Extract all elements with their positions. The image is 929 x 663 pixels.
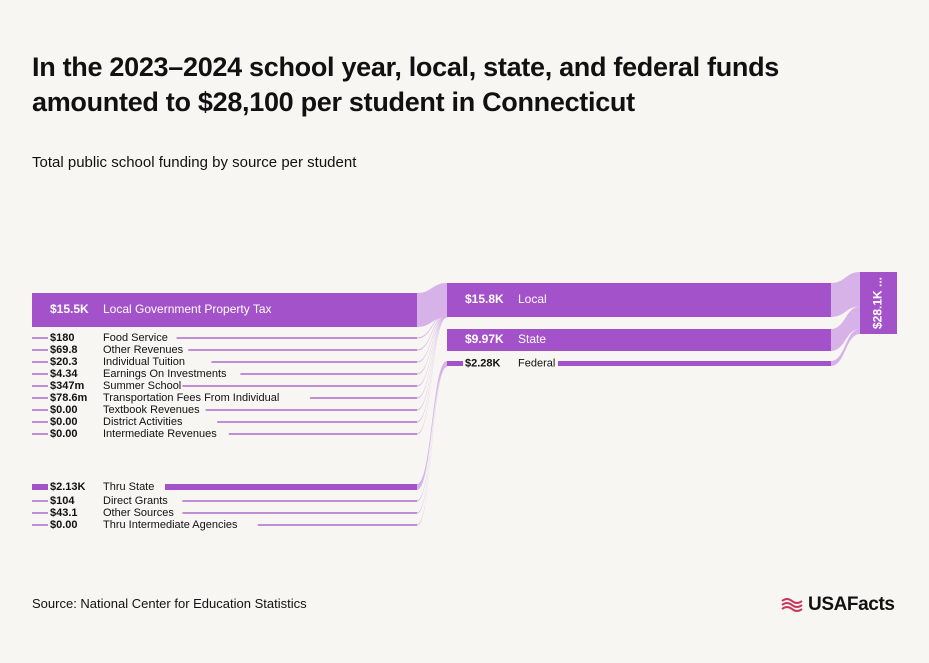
left-node-name: Direct Grants — [103, 495, 168, 507]
left-node-bar — [176, 337, 417, 339]
left-node-name: Transportation Fees From Individual — [103, 392, 279, 404]
left-node-tick — [32, 385, 48, 387]
middle-node-value: $9.97K — [465, 332, 504, 346]
left-node-name: Food Service — [103, 332, 168, 344]
left-node-bar — [205, 409, 417, 411]
left-node-tick — [32, 373, 48, 375]
flow-link — [417, 314, 447, 363]
flow-link — [417, 365, 447, 526]
left-node-value: $4.34 — [50, 368, 78, 380]
left-node-bar — [165, 484, 417, 490]
total-node-value: $28.1K ... — [871, 277, 885, 329]
left-node-tick — [32, 524, 48, 526]
left-node-bar — [257, 524, 417, 526]
flow-link — [831, 328, 860, 366]
left-node-name: District Activities — [103, 416, 183, 428]
left-node-bar — [32, 293, 417, 327]
left-node-bar — [211, 361, 417, 363]
left-node-name: Thru State — [103, 481, 154, 493]
left-node-name: Thru Intermediate Agencies — [103, 519, 238, 531]
left-node-value: $104 — [50, 495, 75, 507]
left-node-tick — [32, 512, 48, 514]
left-node-name: Other Revenues — [103, 344, 184, 356]
left-node-bar — [240, 373, 417, 375]
middle-node-value: $2.28K — [465, 357, 501, 369]
left-node-name: Local Government Property Tax — [103, 302, 272, 316]
left-node-value: $69.8 — [50, 344, 78, 356]
middle-node-name: State — [518, 332, 546, 346]
chart-title: In the 2023–2024 school year, local, sta… — [32, 52, 780, 117]
us-flag-icon — [781, 598, 803, 612]
middle-node-value: $15.8K — [465, 292, 504, 306]
left-node-value: $15.5K — [50, 302, 89, 316]
middle-node-bar — [447, 283, 831, 317]
left-node-tick — [32, 433, 48, 435]
left-node-name: Other Sources — [103, 507, 174, 519]
logo-text: USAFacts — [808, 594, 895, 615]
usafacts-logo[interactable]: USAFacts — [780, 592, 895, 618]
left-node-value: $347m — [50, 380, 84, 392]
left-node-tick — [32, 500, 48, 502]
middle-node-bar — [447, 329, 831, 351]
left-node-name: Individual Tuition — [103, 356, 185, 368]
left-node-tick — [32, 484, 48, 490]
left-node-name: Summer School — [103, 380, 181, 392]
left-node-value: $180 — [50, 332, 74, 344]
flow-link — [831, 272, 860, 317]
left-node-value: $0.00 — [50, 416, 78, 428]
flow-link — [417, 361, 447, 490]
left-node-tick — [32, 337, 48, 339]
flow-link — [417, 316, 447, 435]
left-node-value: $2.13K — [50, 481, 86, 493]
left-node-bar — [182, 500, 417, 502]
middle-node-name: Federal — [518, 357, 555, 369]
flow-link — [417, 314, 447, 351]
left-node-name: Textbook Revenues — [103, 404, 200, 416]
left-node-tick — [32, 397, 48, 399]
flow-link — [417, 315, 447, 399]
flow-link — [417, 314, 447, 339]
middle-node-name: Local — [518, 292, 547, 306]
flow-link — [417, 315, 447, 411]
source-note: Source: National Center for Education St… — [32, 596, 307, 611]
middle-node-bar — [558, 361, 831, 366]
flow-link — [417, 365, 447, 502]
flow-link — [417, 283, 447, 327]
left-node-bar — [182, 385, 417, 387]
left-node-bar — [188, 349, 417, 351]
left-node-tick — [32, 421, 48, 423]
left-node-bar — [182, 512, 417, 514]
flow-link — [417, 365, 447, 514]
left-node-value: $78.6m — [50, 392, 88, 404]
left-node-value: $43.1 — [50, 507, 78, 519]
middle-node-tick — [447, 361, 463, 366]
flow-link — [831, 306, 860, 351]
left-node-bar — [228, 433, 417, 435]
left-node-tick — [32, 409, 48, 411]
chart-subtitle: Total public school funding by source pe… — [32, 154, 357, 171]
flow-link — [417, 314, 447, 375]
left-node-value: $0.00 — [50, 519, 78, 531]
left-node-tick — [32, 361, 48, 363]
left-node-bar — [310, 397, 417, 399]
flow-link — [417, 315, 447, 387]
left-node-name: Earnings On Investments — [103, 368, 227, 380]
left-node-bar — [217, 421, 417, 423]
left-node-name: Intermediate Revenues — [103, 428, 217, 440]
left-node-value: $20.3 — [50, 356, 78, 368]
total-node-bar — [860, 272, 897, 334]
left-node-value: $0.00 — [50, 428, 78, 440]
left-node-value: $0.00 — [50, 404, 78, 416]
left-node-tick — [32, 349, 48, 351]
flow-link — [417, 316, 447, 423]
